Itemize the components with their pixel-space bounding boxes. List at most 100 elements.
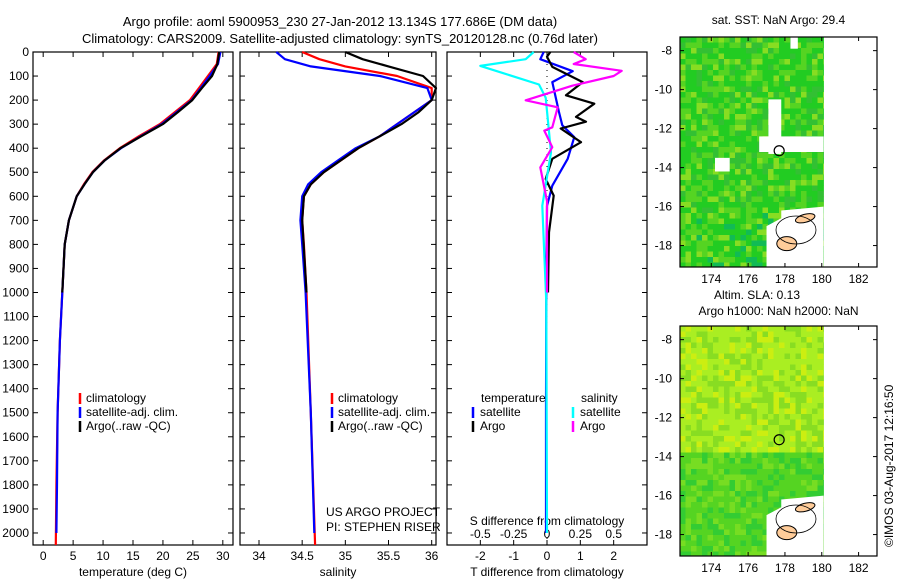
map-cell (729, 546, 736, 552)
map-cell (795, 196, 802, 203)
map-cell (680, 64, 686, 71)
map-cell (696, 474, 703, 481)
map-cell (795, 59, 802, 65)
map-cell (784, 485, 791, 492)
map-cell (790, 436, 796, 442)
map-cell (751, 125, 758, 131)
map-cell (724, 430, 730, 437)
map-cell (812, 191, 818, 197)
map-cell (773, 59, 780, 65)
map-cell (812, 125, 818, 131)
map-cell (740, 491, 747, 497)
map-cell (740, 502, 747, 508)
map-cell (823, 397, 824, 404)
map-cell (696, 463, 703, 470)
map-cell (757, 502, 763, 508)
map-cell (762, 119, 769, 126)
map-cell (757, 540, 763, 547)
map-cell (735, 81, 741, 87)
map-cell (718, 37, 725, 43)
map-cell (702, 535, 708, 541)
map-cell (740, 185, 747, 192)
map-cell (790, 342, 796, 349)
map-cell (724, 103, 730, 109)
map-cell (784, 196, 791, 203)
map-cell (729, 240, 736, 247)
map-cell (740, 141, 747, 148)
map-cell (768, 436, 774, 442)
map-cell (746, 174, 752, 181)
map-cell (779, 485, 785, 492)
map-cell (729, 419, 736, 426)
map-cell (735, 86, 741, 93)
map-cell (746, 513, 752, 519)
map-cell (779, 331, 785, 338)
map-cell (784, 119, 791, 126)
map-cell (702, 169, 708, 175)
map-cell (806, 37, 813, 43)
map-cell (823, 359, 824, 365)
map-cell (685, 337, 692, 343)
map-cell (784, 169, 791, 175)
lat-tick-label: -14 (655, 450, 673, 464)
map-cell (812, 386, 818, 393)
map-cell (768, 207, 774, 214)
map-cell (817, 441, 824, 448)
map-cell (718, 447, 725, 453)
map-cell (773, 392, 780, 398)
map-cell (685, 218, 692, 225)
map-cell (817, 97, 824, 104)
map-cell (713, 518, 719, 525)
map-cell (713, 436, 719, 442)
map-cell (718, 507, 725, 514)
map-cell (801, 163, 807, 170)
map-cell (735, 458, 741, 464)
map-cell (718, 92, 725, 98)
map-cell (680, 485, 686, 492)
x2-tick-label: 0.25 (569, 527, 593, 541)
map-cell (801, 359, 807, 365)
map-cell (795, 370, 802, 376)
map-cell (740, 507, 747, 514)
map-cell (801, 419, 807, 426)
map-cell (746, 136, 752, 142)
map-cell (735, 485, 741, 492)
map-cell (790, 392, 796, 398)
map-cell (790, 414, 796, 420)
map-cell (762, 158, 769, 164)
map-cell (823, 408, 824, 415)
map-cell (740, 152, 747, 159)
map-cell (685, 535, 692, 541)
map-cell (806, 70, 813, 76)
map-cell (724, 240, 730, 247)
y-tick-label: 800 (9, 237, 29, 251)
map-cell (790, 180, 796, 186)
map-cell (779, 392, 785, 398)
map-cell (823, 430, 824, 437)
map-cell (817, 397, 824, 404)
lat-tick-label: -8 (661, 333, 672, 347)
map-cell (751, 524, 758, 530)
map-cell (746, 119, 752, 126)
map-cell (757, 81, 763, 87)
map-cell (735, 403, 741, 409)
map-cell (724, 524, 730, 530)
map-cell (702, 125, 708, 131)
map-cell (685, 152, 692, 159)
map-cell (713, 359, 719, 365)
map-cell (751, 59, 758, 65)
x-axis-label: temperature (deg C) (79, 565, 187, 579)
map-cell (768, 452, 774, 459)
map-cell (685, 326, 692, 332)
map-cell (680, 353, 686, 360)
map-cell (685, 180, 692, 186)
map-cell (696, 97, 703, 104)
map-cell (740, 114, 747, 120)
map-cell (751, 529, 758, 536)
map-cell (801, 381, 807, 387)
map-cell (680, 246, 686, 252)
map-cell (740, 246, 747, 252)
map-cell (740, 97, 747, 104)
map-cell (729, 213, 736, 219)
map-cell (713, 463, 719, 470)
